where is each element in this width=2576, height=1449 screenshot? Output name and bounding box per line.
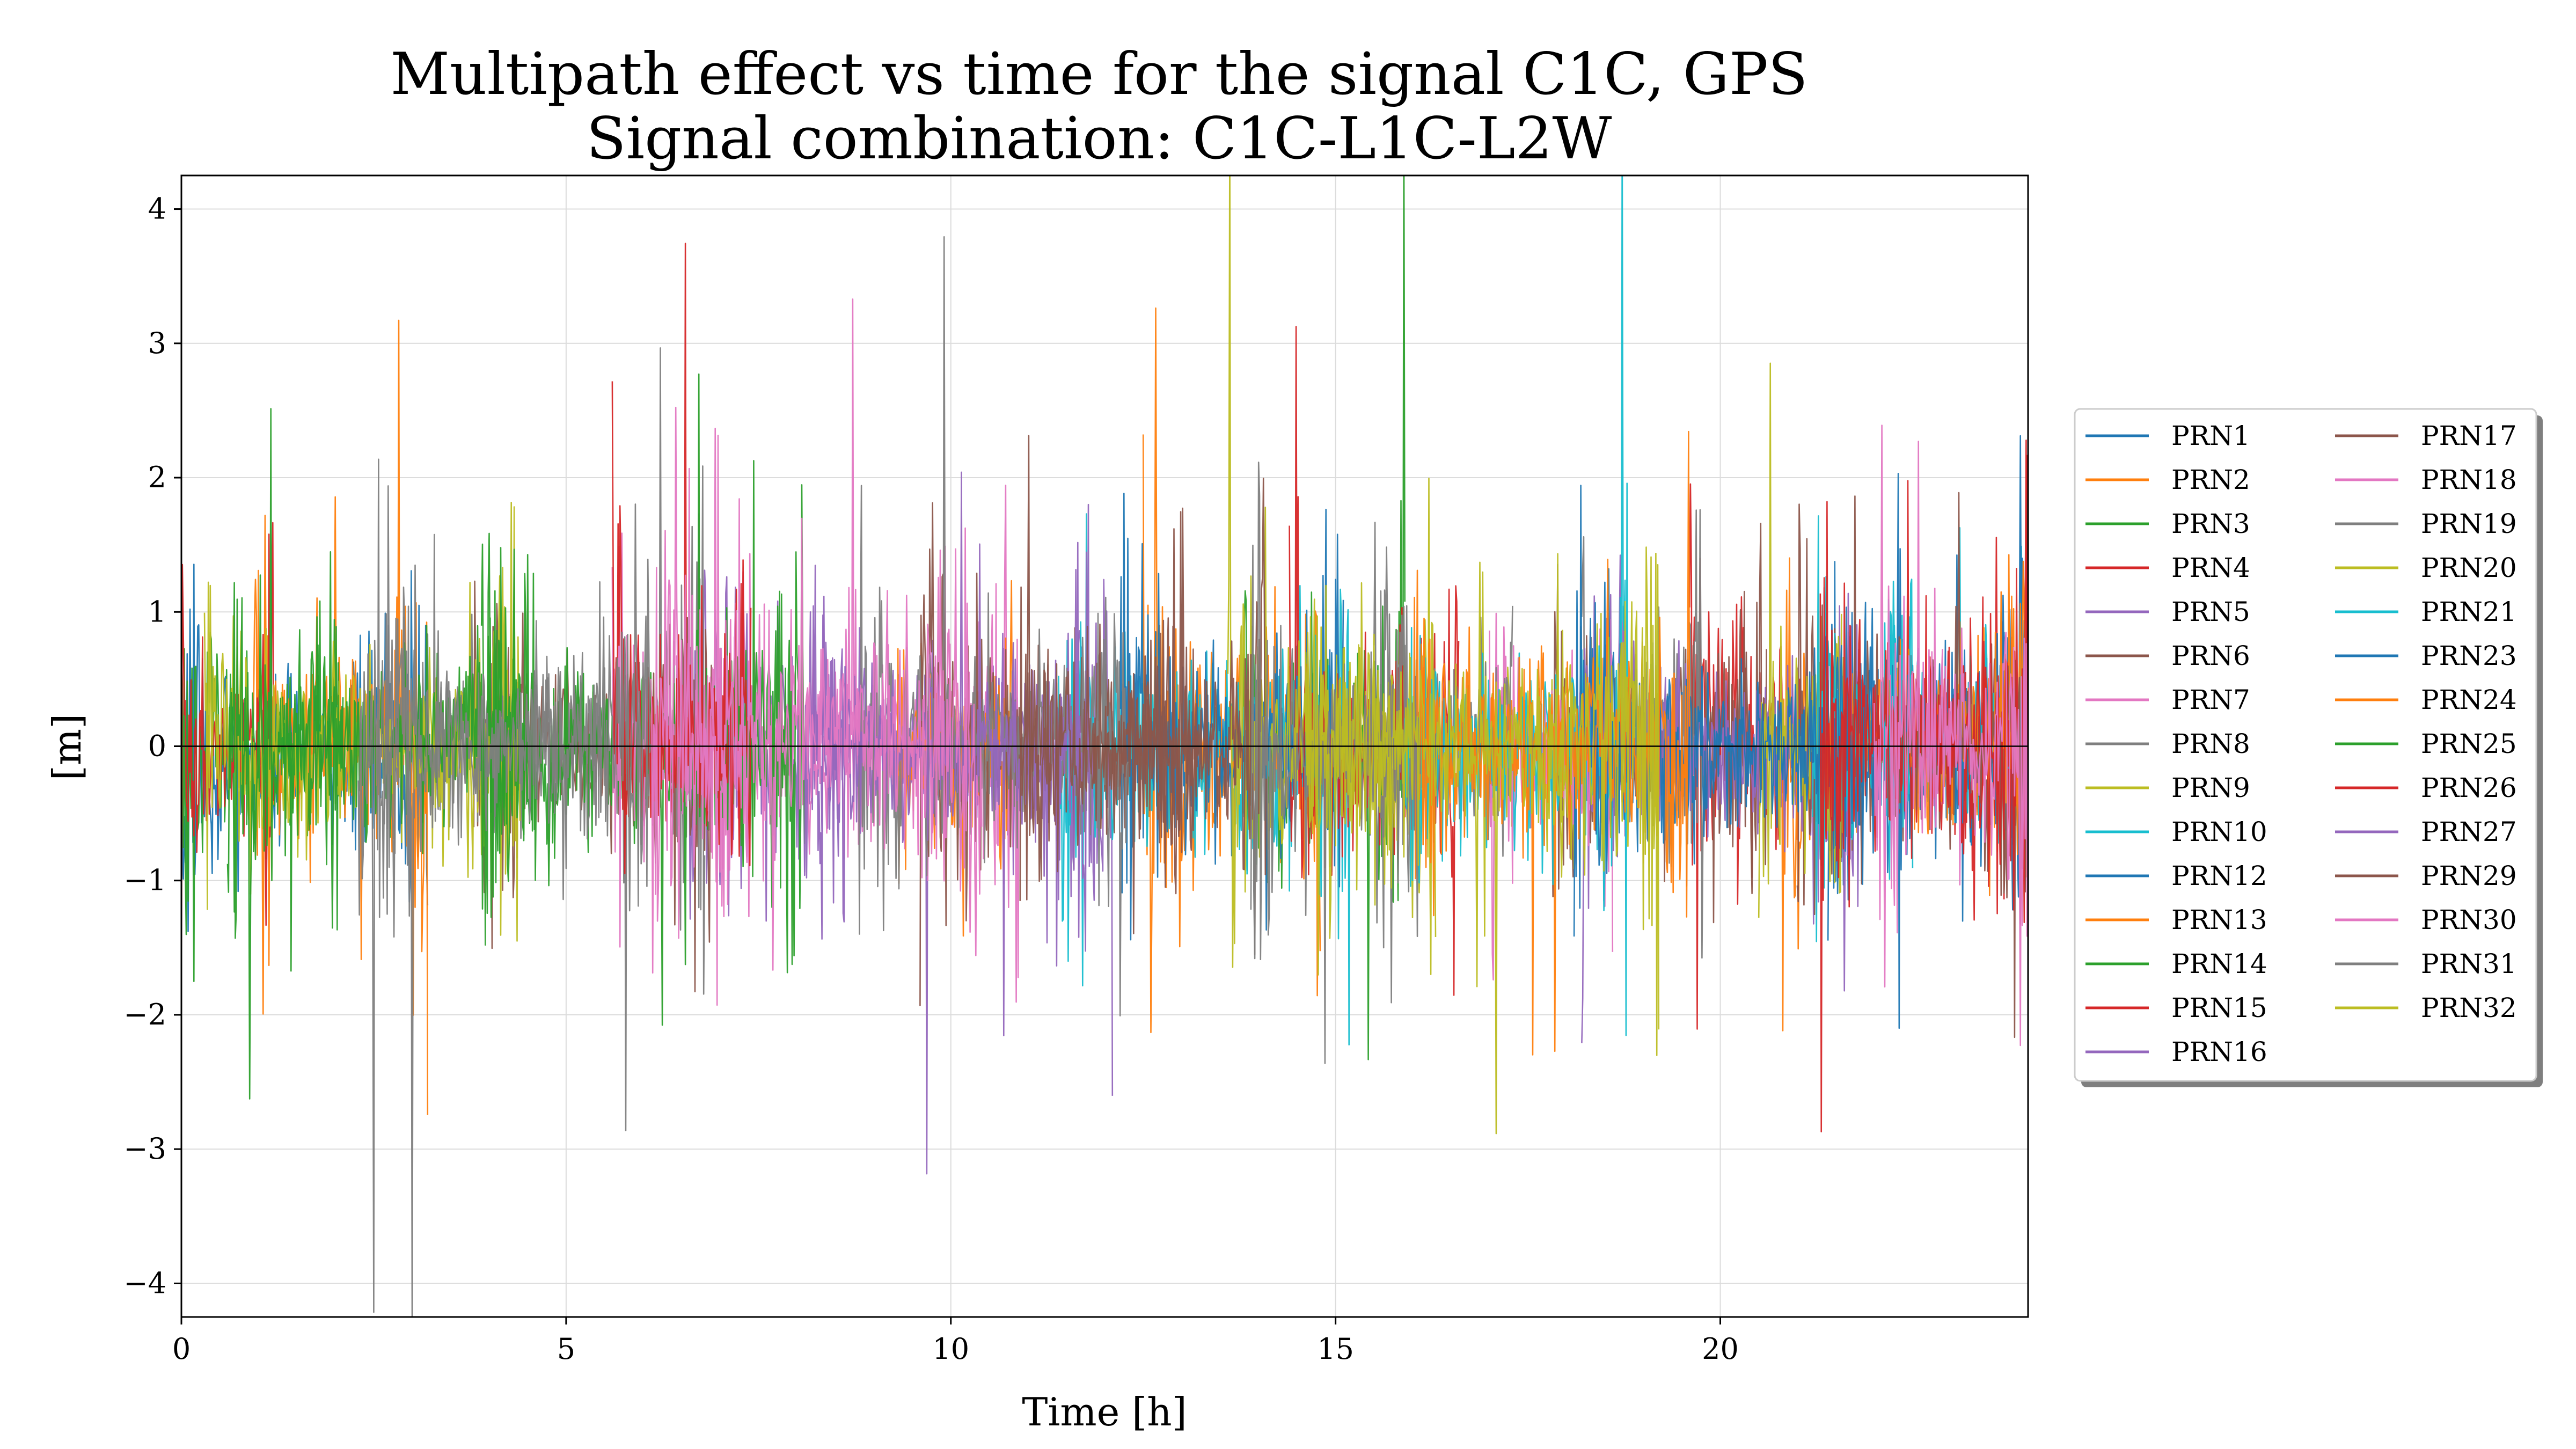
x-axis-title: Time [h] bbox=[1022, 1389, 1187, 1435]
legend-label-prn8: PRN8 bbox=[2171, 728, 2250, 759]
legend-label-prn29: PRN29 bbox=[2421, 860, 2517, 891]
legend-label-prn4: PRN4 bbox=[2171, 552, 2250, 583]
plot-area bbox=[181, 175, 2028, 1317]
y-tick-label: −3 bbox=[123, 1132, 166, 1166]
axis-ticks: 0 5 10 15 20 −4 −3 −2 −1 0 1 2 3 4 bbox=[123, 192, 1738, 1366]
y-tick-label: −2 bbox=[123, 998, 166, 1031]
legend-label-prn13: PRN13 bbox=[2171, 904, 2267, 935]
series-line-prn32 bbox=[1304, 546, 1660, 1056]
chart-title: Multipath effect vs time for the signal … bbox=[390, 41, 1807, 108]
series-line-prn25 bbox=[226, 408, 536, 1100]
chart-subtitle: Signal combination: C1C-L1C-L2W bbox=[587, 105, 1612, 172]
y-tick-label: 0 bbox=[148, 729, 166, 763]
legend-label-prn25: PRN25 bbox=[2421, 728, 2517, 759]
legend-label-prn27: PRN27 bbox=[2421, 816, 2517, 847]
legend: PRN1 PRN2 PRN3 PRN4 PRN5 PRN6 PRN7 PRN8 PRN9 PRN1… bbox=[2074, 408, 2543, 1087]
legend-box bbox=[2074, 408, 2537, 1082]
series-line-prn30 bbox=[650, 298, 2028, 1046]
legend-label-prn23: PRN23 bbox=[2421, 640, 2517, 671]
legend-label-prn2: PRN2 bbox=[2171, 464, 2250, 495]
y-axis-title: [m] bbox=[45, 714, 90, 780]
legend-label-prn17: PRN17 bbox=[2421, 420, 2517, 451]
legend-label-prn7: PRN7 bbox=[2171, 684, 2250, 715]
legend-label-prn30: PRN30 bbox=[2421, 904, 2517, 935]
legend-label-prn21: PRN21 bbox=[2421, 596, 2517, 627]
series-line-prn29 bbox=[1019, 435, 1267, 955]
x-tick-label: 5 bbox=[557, 1332, 575, 1366]
legend-label-prn31: PRN31 bbox=[2421, 948, 2517, 979]
legend-label-prn18: PRN18 bbox=[2421, 464, 2517, 495]
y-tick-label: −1 bbox=[123, 863, 166, 897]
legend-label-prn19: PRN19 bbox=[2421, 508, 2517, 539]
legend-label-prn14: PRN14 bbox=[2171, 948, 2267, 979]
y-tick-label: 3 bbox=[148, 326, 166, 360]
legend-label-prn15: PRN15 bbox=[2171, 992, 2267, 1023]
legend-label-prn16: PRN16 bbox=[2171, 1036, 2267, 1067]
legend-label-prn26: PRN26 bbox=[2421, 772, 2517, 803]
legend-label-prn9: PRN9 bbox=[2171, 772, 2250, 803]
x-tick-label: 20 bbox=[1702, 1332, 1739, 1366]
y-tick-label: −4 bbox=[123, 1266, 166, 1300]
legend-label-prn10: PRN10 bbox=[2171, 816, 2267, 847]
x-tick-label: 15 bbox=[1317, 1332, 1354, 1366]
legend-label-prn32: PRN32 bbox=[2421, 992, 2517, 1023]
legend-label-prn5: PRN5 bbox=[2171, 596, 2250, 627]
legend-label-prn3: PRN3 bbox=[2171, 508, 2250, 539]
legend-label-prn20: PRN20 bbox=[2421, 552, 2517, 583]
x-tick-label: 0 bbox=[172, 1332, 191, 1366]
legend-label-prn24: PRN24 bbox=[2421, 684, 2517, 715]
legend-label-prn6: PRN6 bbox=[2171, 640, 2250, 671]
y-tick-label: 1 bbox=[148, 595, 166, 628]
y-tick-label: 2 bbox=[148, 460, 166, 494]
legend-label-prn12: PRN12 bbox=[2171, 860, 2267, 891]
x-tick-label: 10 bbox=[932, 1332, 969, 1366]
y-tick-label: 4 bbox=[148, 192, 166, 226]
legend-label-prn1: PRN1 bbox=[2171, 420, 2250, 451]
